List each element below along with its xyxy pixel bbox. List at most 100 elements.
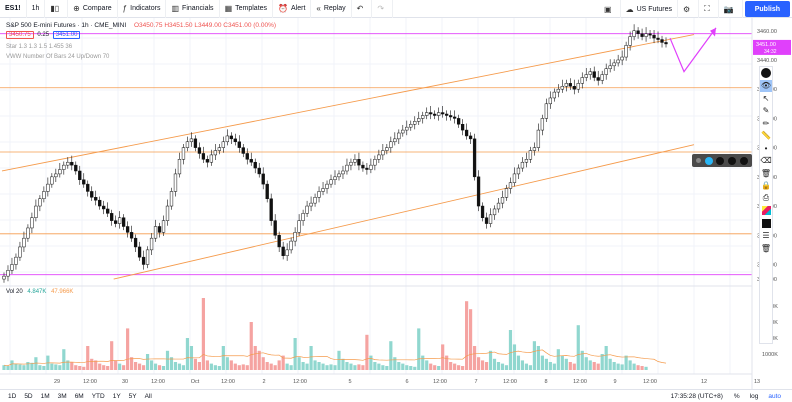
interval-button[interactable]: 1h [27, 0, 46, 18]
volume-bar [612, 362, 616, 370]
tool-palette[interactable] [760, 205, 772, 218]
volume-bar [157, 365, 162, 370]
candle-body [229, 135, 233, 140]
percent-toggle[interactable]: % [733, 392, 740, 400]
tool-brush[interactable]: ✎ [760, 105, 772, 118]
watchlist-button[interactable]: ☁ US Futures [621, 0, 678, 18]
indicator-legend-1[interactable]: Star 1.3 1.3 1.5 1.455 36 [6, 44, 72, 50]
range-6m[interactable]: 6M [74, 392, 84, 400]
tool-logo[interactable] [760, 67, 772, 80]
volume-bar [373, 362, 377, 370]
legend-ohlc: O3450.75 H3451.50 L3449.00 C3451.00 (0.0… [133, 22, 277, 29]
range-1y[interactable]: 1Y [112, 392, 121, 400]
grid-icon: ▦ [224, 4, 233, 13]
candle-body [26, 227, 30, 239]
candle-body [588, 71, 592, 75]
indicators-button[interactable]: ƒ Indicators [118, 0, 167, 18]
volume-bar [441, 344, 445, 370]
volume-bar [345, 362, 349, 370]
volume-bar [417, 328, 421, 370]
publish-button[interactable]: Publish [744, 1, 790, 17]
alert-button[interactable]: ⏰ Alert [273, 0, 312, 18]
logo-icon [761, 68, 771, 79]
candle-body [572, 86, 576, 90]
snapshot-button[interactable]: 📷 [719, 0, 743, 18]
time-axis: 29 12:00 30 12:00 Oct 12:00 2 12:00 5 6 12:00 7 12:0… [54, 379, 760, 385]
fullscreen-button[interactable]: ⛶ [699, 0, 719, 18]
candle-body [237, 141, 241, 148]
tool-cursor[interactable]: ↖ [760, 92, 772, 105]
volume-legend[interactable]: Vol 20 4.847K 47.966K [6, 289, 73, 295]
tool-stack[interactable]: ☰ [760, 230, 772, 243]
tool-dot[interactable]: • [760, 142, 772, 155]
indicators-label: Indicators [130, 5, 161, 12]
time-tick-label: 8 [544, 379, 547, 385]
color-dot-cyan[interactable] [704, 156, 713, 165]
indicator-1-label: Star 1.3 1.3 1.5 1.455 36 [6, 44, 73, 50]
bid-price[interactable]: 3450.75 [6, 31, 34, 39]
volume-bar [106, 366, 110, 370]
candle-body [349, 161, 353, 166]
indicator-legend-2[interactable]: VWW Number Of Bars 24 Up/Down 70 [6, 54, 109, 60]
volume-bar [512, 344, 517, 370]
candle-body [86, 183, 90, 192]
tool-eraser[interactable]: ⌫ [760, 155, 772, 168]
tool-lock[interactable]: 🔒 [760, 180, 772, 193]
candle-body [293, 232, 297, 242]
tool-trash[interactable]: 🗑 [760, 167, 772, 180]
candle-body [516, 167, 521, 175]
time-tick-label: 29 [54, 379, 60, 385]
compare-label: Compare [82, 5, 112, 12]
symbol-label: ES1! [5, 5, 21, 12]
log-toggle[interactable]: log [749, 392, 759, 400]
redo-button[interactable]: ↷ [372, 0, 394, 18]
tool-ruler[interactable]: 📏 [760, 130, 772, 143]
tool-print[interactable]: ⎙ [760, 192, 772, 205]
candle-body [656, 37, 660, 40]
volume-bar [453, 363, 457, 370]
replay-button[interactable]: «Replay [311, 0, 352, 18]
range-all[interactable]: All [144, 392, 152, 400]
volume-bar [540, 355, 544, 370]
volume-bar [261, 357, 265, 370]
range-1d[interactable]: 1D [8, 392, 17, 400]
symbol-search[interactable]: ES1! [0, 0, 27, 18]
auto-toggle[interactable]: auto [768, 392, 781, 400]
tool-visibility[interactable]: 👁 [760, 79, 772, 92]
financials-button[interactable]: ▥ Financials [166, 0, 220, 18]
compare-button[interactable]: ⊕ Compare [68, 0, 118, 18]
chart-type-button[interactable]: ▮▯ [45, 0, 69, 18]
candle-body [381, 150, 385, 156]
templates-button[interactable]: ▦ Templates [220, 0, 274, 18]
color-dot-gray[interactable] [695, 158, 701, 163]
range-1m[interactable]: 1M [40, 392, 50, 400]
settings-button[interactable]: ⚙ [678, 0, 700, 18]
volume-bar [325, 365, 329, 370]
chart-canvas[interactable]: 3460.003440.003420.003400.003380.003360.… [0, 18, 792, 389]
range-5d[interactable]: 5D [24, 392, 33, 400]
volume-bar [58, 365, 62, 370]
layout-button[interactable]: ▣ [599, 0, 621, 18]
candle-body [397, 132, 401, 140]
candle-body [524, 159, 529, 163]
tool-pencil[interactable]: ✏ [760, 117, 772, 130]
range-buttons: 1D 5D 1M 3M 6M YTD 1Y 5Y All [0, 393, 156, 400]
color-dot-black-2[interactable] [728, 156, 737, 165]
volume-bar [572, 363, 576, 370]
tool-delete[interactable]: 🗑 [760, 242, 772, 255]
range-5y[interactable]: 5Y [128, 392, 137, 400]
candle-body [106, 208, 110, 214]
candle-body [221, 141, 225, 148]
undo-button[interactable]: ↶ [352, 0, 373, 18]
range-ytd[interactable]: YTD [91, 392, 105, 400]
color-dot-black-3[interactable] [740, 156, 749, 165]
watchlist-label: US Futures [636, 5, 672, 13]
volume-bar [217, 366, 221, 370]
range-3m[interactable]: 3M [57, 392, 67, 400]
tool-swatch[interactable] [760, 217, 772, 230]
candle-body [217, 147, 221, 151]
ask-price[interactable]: 3451.00 [52, 31, 81, 39]
color-dot-black-1[interactable] [716, 156, 725, 165]
volume-bar [600, 354, 604, 370]
candle-body [341, 170, 345, 175]
